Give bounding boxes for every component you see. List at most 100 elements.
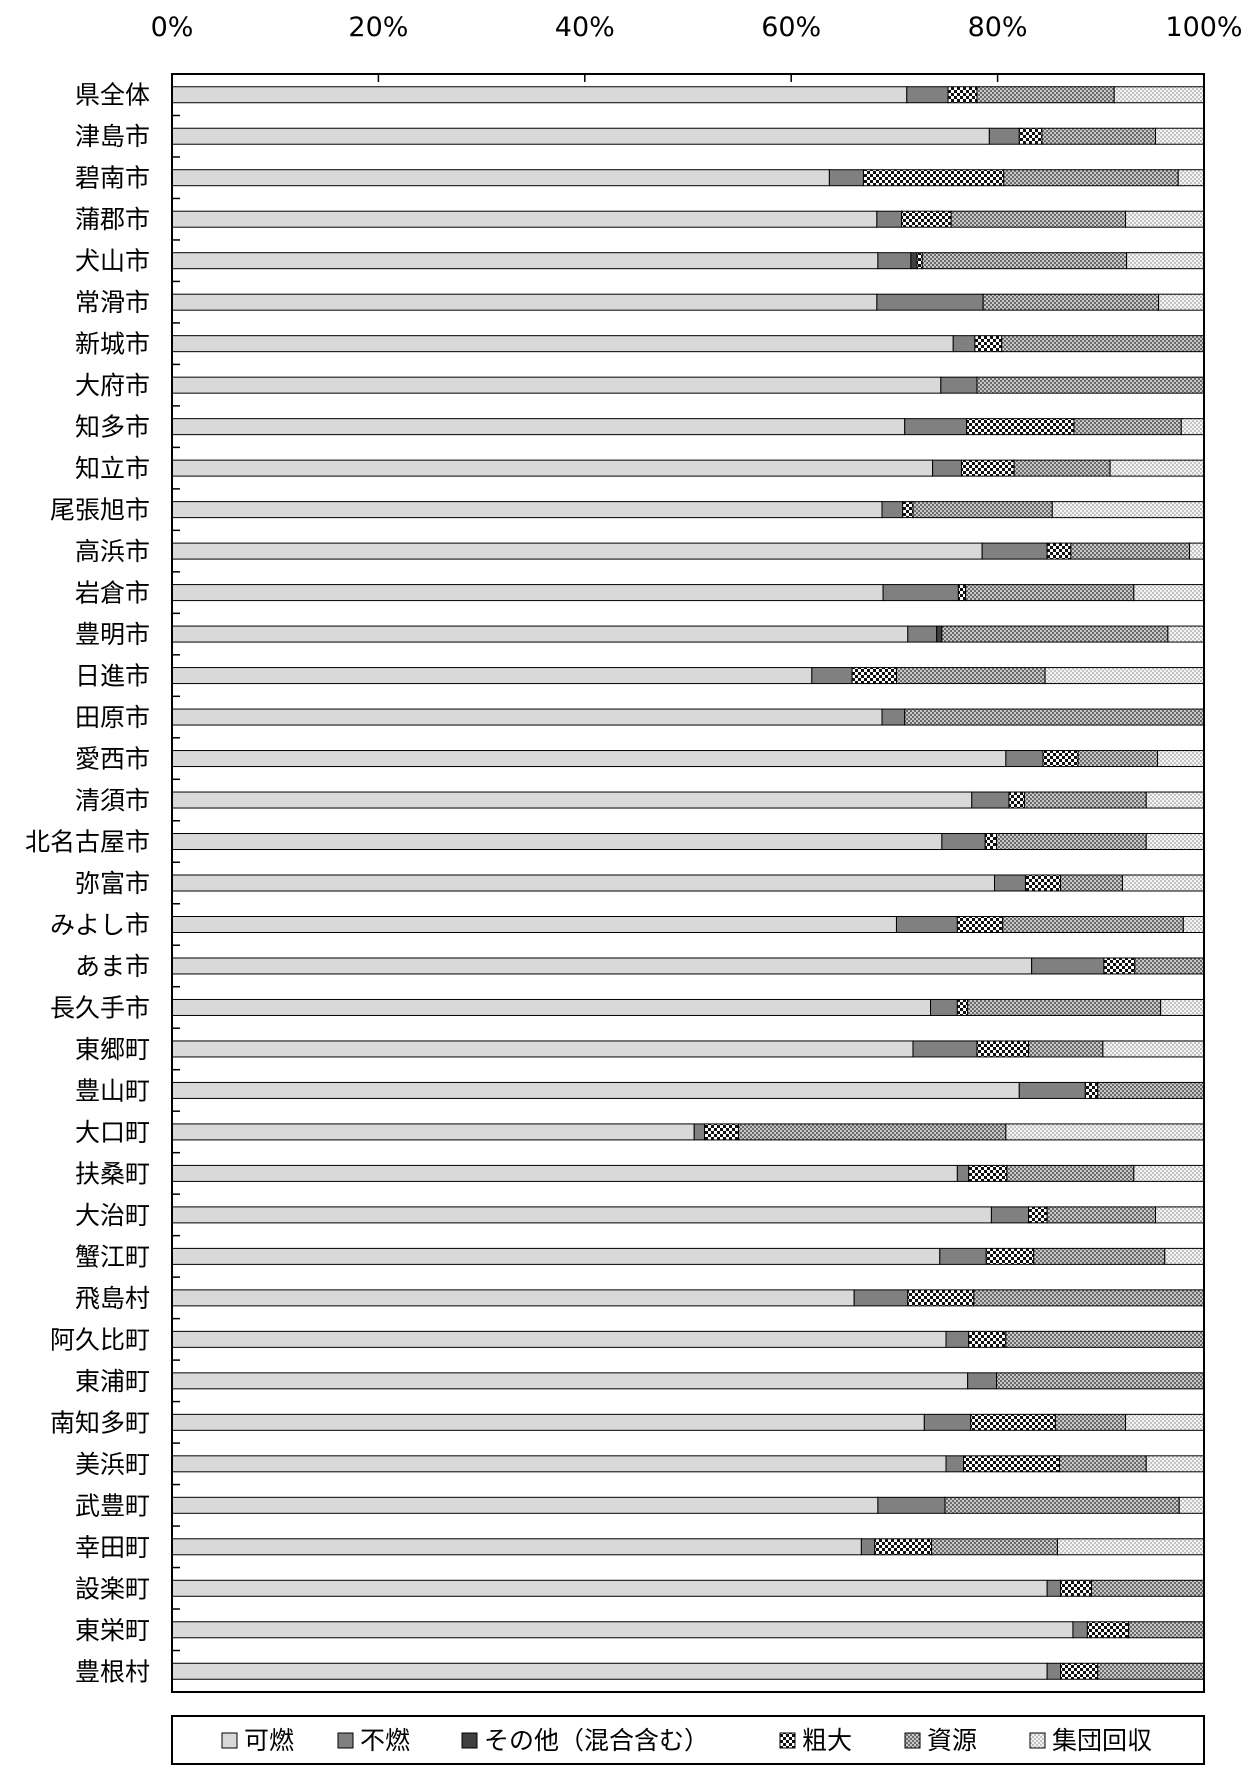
bar-segment	[171, 501, 883, 519]
bar-segment	[171, 335, 954, 353]
bar-segment	[907, 1289, 975, 1307]
bar-segment	[171, 833, 943, 851]
bar-segment	[171, 957, 1033, 975]
bar-segment	[882, 584, 959, 602]
bar-segment	[968, 1330, 1007, 1348]
bar-segment	[862, 169, 1005, 187]
bar-segment	[1102, 1040, 1205, 1058]
category-label: 蟹江町	[75, 1242, 150, 1271]
x-tick-label: 40%	[555, 12, 615, 43]
bar-segment	[1180, 418, 1205, 436]
legend-swatch	[221, 1732, 238, 1749]
bar-segment	[1005, 750, 1044, 768]
bar-segment	[828, 169, 864, 187]
category-label: 岩倉市	[75, 579, 150, 608]
category-label: 扶桑町	[75, 1159, 150, 1188]
bar-segment	[1005, 1330, 1205, 1348]
category-label: 蒲郡市	[75, 205, 150, 234]
bar-segment	[1103, 957, 1136, 975]
bar-segment	[1134, 957, 1205, 975]
bar-segment	[1113, 86, 1205, 104]
legend-label: 集団回収	[1052, 1726, 1152, 1755]
category-label: 愛西市	[75, 745, 150, 774]
bar-segment	[939, 1247, 987, 1265]
legend-swatch	[904, 1732, 921, 1749]
category-label: 知多市	[75, 413, 150, 442]
bar-segment	[1154, 127, 1205, 145]
bar-segment	[923, 1413, 972, 1431]
bar-segment	[171, 1081, 1020, 1099]
bar-segment	[904, 708, 1205, 726]
bar-segment	[1145, 833, 1205, 851]
bar-segment	[877, 252, 912, 270]
bar-segment	[853, 1289, 909, 1307]
bar-segment	[945, 1455, 965, 1473]
bar-segment	[171, 625, 909, 643]
bar-segment	[171, 998, 932, 1016]
bar-segment	[904, 418, 968, 436]
category-label: 犬山市	[75, 247, 150, 276]
bar-segment	[1167, 625, 1205, 643]
category-label: 東栄町	[75, 1616, 150, 1645]
bar-segment	[932, 459, 962, 477]
bar-segment	[1060, 874, 1123, 892]
bar-segment	[921, 252, 1128, 270]
bar-segment	[1028, 1040, 1104, 1058]
bar-segment	[171, 210, 878, 228]
bar-segment	[1133, 584, 1205, 602]
bar-segment	[1070, 542, 1191, 560]
category-label: 津島市	[75, 122, 150, 151]
bar-segment	[1006, 1164, 1135, 1182]
bar-segment	[1005, 1123, 1205, 1141]
bar-segment	[171, 1040, 914, 1058]
category-label: あま市	[75, 952, 150, 981]
bar-segment	[996, 833, 1147, 851]
bar-segment	[1024, 874, 1062, 892]
bar-segment	[171, 1372, 969, 1390]
bar-segment	[171, 708, 883, 726]
bar-segment	[976, 376, 1205, 394]
bar-segment	[940, 376, 978, 394]
category-label: 豊山町	[75, 1076, 150, 1105]
bar-segment	[738, 1123, 1007, 1141]
bar-segment	[963, 1455, 1061, 1473]
bar-segment	[1054, 1413, 1127, 1431]
bar-segment	[881, 501, 904, 519]
bar-segment	[171, 1579, 1048, 1597]
bar-segment	[956, 998, 969, 1016]
bar-segment	[171, 1455, 947, 1473]
bar-segment	[912, 501, 1053, 519]
bar-segment	[171, 1247, 941, 1265]
bar-segment	[171, 1289, 855, 1307]
bar-segment	[171, 86, 908, 104]
bar-segment	[881, 708, 906, 726]
category-label: 大治町	[75, 1201, 150, 1230]
bar-segment	[1008, 791, 1025, 809]
bar-segment	[1073, 418, 1182, 436]
category-label: 田原市	[75, 703, 150, 732]
bar-segment	[936, 625, 943, 643]
bar-segment	[945, 1330, 970, 1348]
bar-segment	[1031, 957, 1105, 975]
bar-segment	[952, 335, 976, 353]
category-labels: 県全体津島市碧南市蒲郡市犬山市常滑市新城市大府市知多市知立市尾張旭市高浜市岩倉市…	[25, 81, 150, 1687]
bar-segment	[1051, 501, 1205, 519]
bar-segment	[1189, 542, 1205, 560]
category-label: 高浜市	[75, 537, 150, 566]
bar-segment	[1121, 874, 1205, 892]
bar-segment	[171, 376, 942, 394]
bar-segment	[1002, 915, 1184, 933]
bar-segment	[956, 915, 1004, 933]
bar-segment	[994, 874, 1026, 892]
bar-segment	[965, 584, 1135, 602]
bar-segment	[1072, 1621, 1088, 1639]
bar-segment	[171, 1496, 879, 1514]
category-label: 南知多町	[50, 1408, 150, 1437]
category-label: みよし市	[50, 910, 150, 939]
bar-segment	[171, 791, 973, 809]
plot-frame	[171, 73, 1205, 1693]
bar-segment	[171, 1662, 1048, 1680]
bar-segment	[1077, 750, 1159, 768]
legend-label: その他（混合含む）	[484, 1726, 709, 1755]
bar-segment	[931, 1538, 1058, 1556]
